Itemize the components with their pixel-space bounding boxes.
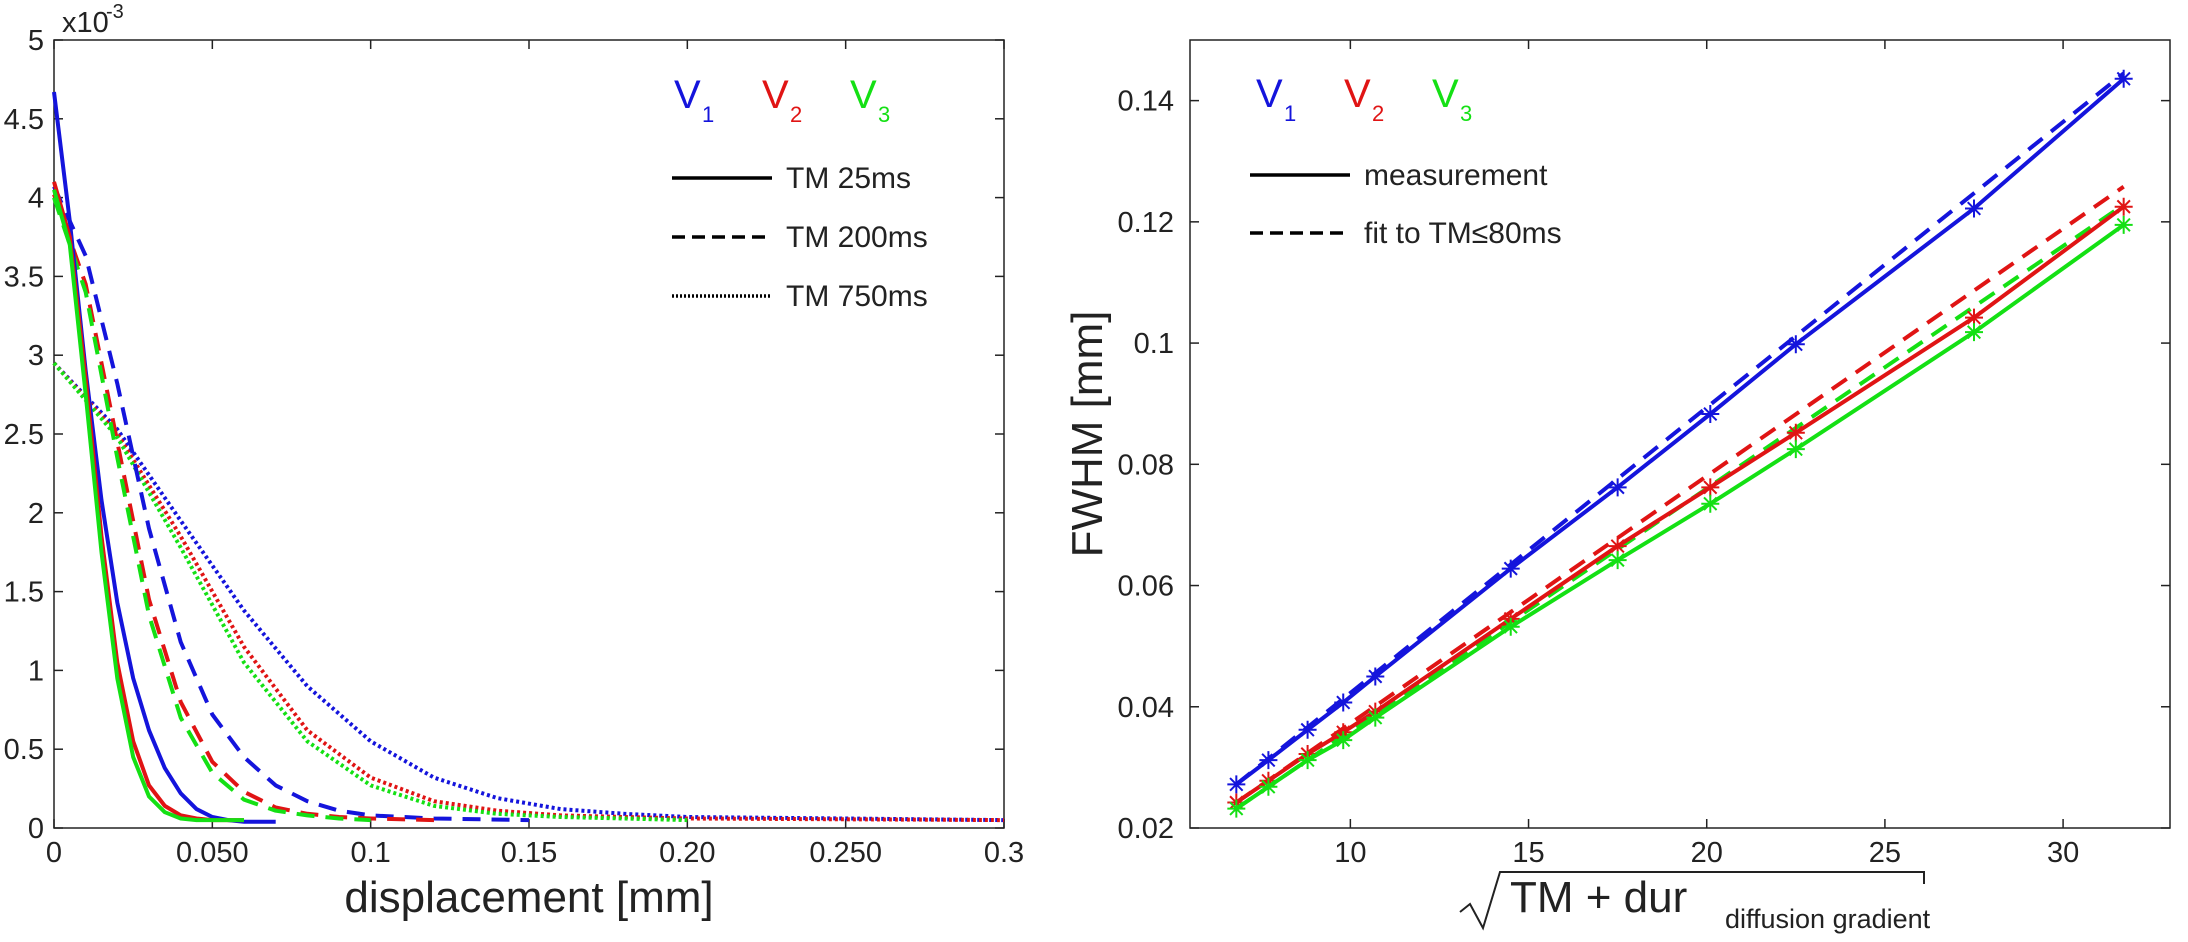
legend-label-solid: measurement — [1364, 159, 1548, 192]
data-point-marker — [2114, 197, 2133, 216]
y-tick-label: 0.06 — [1118, 571, 1174, 603]
y-tick-label: 0.12 — [1118, 207, 1174, 239]
y-tick-label: 0.1 — [1134, 328, 1174, 360]
data-point-marker — [1965, 199, 1983, 218]
series-line — [52, 361, 688, 823]
x-axis-label-sub: diffusion gradient — [1725, 904, 1931, 934]
x-tick-label: 15 — [1512, 837, 1544, 869]
chart-displacement: 0 0.050 0.1 0.15 0.20 0.250 0.3 0 0.5 1 1.5 2 2.5 3 3.… — [4, 1, 1024, 922]
data-point-marker — [1501, 617, 1520, 636]
chart-fwhm: 10 15 20 25 300.020.040.060.080.10.120.14 V 1 V… — [1063, 39, 2171, 934]
legend-label-solid: TM 25ms — [786, 162, 911, 195]
y-tick-label: 4 — [28, 183, 44, 215]
data-point-marker — [1259, 777, 1278, 796]
x-tick-label: 0 — [46, 837, 62, 869]
x-tick-label: 0.15 — [501, 837, 557, 869]
data-point-marker — [1298, 720, 1317, 739]
x-tick-label: 0.050 — [176, 837, 249, 869]
data-point-marker — [1701, 494, 1720, 513]
series-line — [52, 193, 435, 823]
y-tick-label: 2 — [28, 498, 44, 530]
x-tick-label: 10 — [1334, 837, 1366, 869]
x-tick-label: 30 — [2047, 837, 2079, 869]
data-point-marker — [2114, 215, 2133, 234]
data-point-marker — [1227, 799, 1246, 818]
data-point-marker — [2114, 69, 2133, 88]
plot-frame — [1189, 39, 2171, 829]
fit-line — [1235, 185, 2125, 805]
x-axis-label: displacement [mm] — [344, 873, 713, 922]
x-tick-label: 0.20 — [659, 837, 715, 869]
x-tick-label: 20 — [1691, 837, 1723, 869]
x-tick-label: 0.1 — [351, 837, 391, 869]
legend-vector-sub-2: 2 — [1372, 101, 1384, 126]
data-point-marker — [1701, 404, 1720, 423]
y-tick-label: 5 — [28, 25, 44, 57]
data-point-marker — [1965, 323, 1983, 342]
legend-vector-sub-3: 3 — [878, 102, 890, 127]
y-tick-label: 0.08 — [1118, 449, 1174, 481]
series-line — [52, 196, 371, 823]
legend-vector-1: V — [1256, 72, 1283, 116]
data-point-marker — [1608, 551, 1627, 570]
legend-vector-3: V — [1432, 72, 1459, 116]
y-tick-label: 0.02 — [1118, 813, 1174, 845]
data-point-marker — [1608, 478, 1627, 497]
legend-vector-sub-1: 1 — [702, 102, 714, 127]
series-line — [52, 361, 1005, 823]
legend-vector-sub-1: 1 — [1284, 101, 1296, 126]
y-tick-label: 1.5 — [4, 577, 44, 609]
plot-frame — [53, 39, 1005, 829]
x-tick-label: 0.3 — [984, 837, 1024, 869]
data-point-marker — [1701, 478, 1720, 497]
legend-label-dotted: TM 750ms — [786, 280, 928, 313]
legend-vector-2: V — [762, 73, 789, 117]
legend-label-dashed: fit to TM≤80ms — [1364, 217, 1562, 250]
y-axis-label: FWHM [mm] — [1063, 311, 1112, 558]
legend-vector-1: V — [674, 73, 701, 117]
y-tick-label: 0.04 — [1118, 692, 1174, 724]
data-point-marker — [1786, 423, 1805, 442]
data-point-marker — [1786, 335, 1805, 354]
x-axis-label-main: TM + dur — [1510, 873, 1687, 922]
data-point-marker — [1259, 751, 1278, 770]
sqrt-symbol — [1459, 871, 1925, 931]
x-tick-label: 0.250 — [809, 837, 882, 869]
y-tick-label: 3 — [28, 340, 44, 372]
series-line — [52, 185, 530, 823]
series-line — [52, 189, 244, 823]
data-point-marker — [1298, 751, 1317, 770]
y-tick-label: 3.5 — [4, 261, 44, 293]
data-point-marker — [1366, 708, 1385, 727]
data-point-marker — [1965, 308, 1983, 327]
y-scale-label: x10 — [62, 7, 109, 39]
x-tick-label: 25 — [1869, 837, 1901, 869]
data-point-marker — [1786, 440, 1805, 459]
y-tick-label: 0.5 — [4, 734, 44, 766]
data-point-marker — [1334, 731, 1353, 750]
data-point-marker — [1608, 537, 1627, 556]
y-tick-label: 2.5 — [4, 419, 44, 451]
y-tick-label: 4.5 — [4, 104, 44, 136]
fit-line — [1235, 71, 2125, 786]
data-point-marker — [1227, 775, 1246, 794]
legend-vector-sub-2: 2 — [790, 102, 802, 127]
legend-label-dashed: TM 200ms — [786, 221, 928, 254]
y-tick-label: 0 — [28, 813, 44, 845]
legend-vector-sub-3: 3 — [1460, 101, 1472, 126]
y-tick-label: 0.14 — [1118, 86, 1174, 118]
data-point-marker — [1366, 667, 1385, 686]
legend-vector-2: V — [1344, 72, 1371, 116]
y-tick-label: 1 — [28, 655, 44, 687]
legend-vector-3: V — [850, 73, 877, 117]
data-point-marker — [1501, 559, 1520, 578]
y-scale-exponent: -3 — [106, 1, 124, 23]
data-point-marker — [1334, 693, 1353, 712]
